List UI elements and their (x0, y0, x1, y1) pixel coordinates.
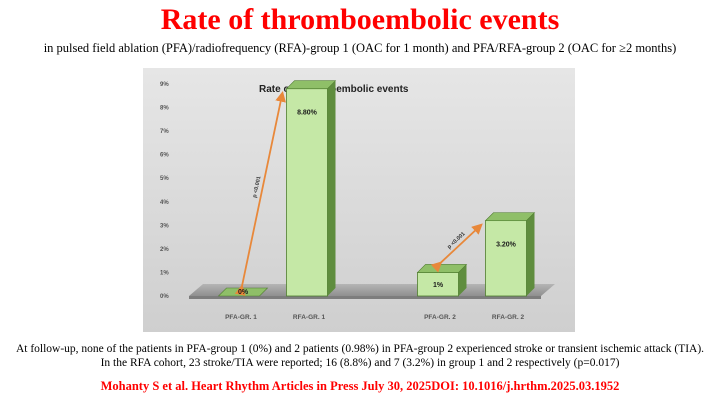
x-category-label: RFA-GR. 1 (293, 314, 326, 321)
y-tick-label: 1% (160, 270, 169, 276)
y-tick-label: 2% (160, 247, 169, 253)
bar-top (285, 80, 337, 90)
bar-data-label: 8.80% (297, 110, 318, 117)
bar-side (327, 80, 336, 296)
slide-subtitle: in pulsed field ablation (PFA)/radiofreq… (43, 41, 677, 55)
bar (484, 212, 536, 297)
bar (416, 264, 468, 297)
bar-data-label: 1% (433, 282, 444, 289)
bar-chart: Rate of thromboembolic events 0%1%2%3%4%… (143, 68, 575, 332)
bar-face (485, 220, 527, 297)
bar-data-label: 0% (238, 289, 249, 296)
y-tick-label: 4% (160, 200, 169, 206)
y-tick-label: 7% (160, 129, 169, 135)
bar-data-label: 3.20% (496, 242, 517, 249)
y-tick-label: 8% (160, 106, 169, 112)
chart-container: Rate of thromboembolic events 0%1%2%3%4%… (143, 68, 575, 332)
x-category-label: PFA-GR. 2 (424, 314, 456, 321)
comparison-arrow (430, 223, 483, 273)
bar (285, 80, 337, 297)
x-category-label: PFA-GR. 1 (225, 314, 257, 321)
y-tick-label: 9% (160, 82, 169, 88)
y-tick-label: 5% (160, 176, 169, 182)
bar-face (286, 88, 328, 297)
y-tick-label: 6% (160, 153, 169, 159)
y-tick-label: 3% (160, 223, 169, 229)
p-value-label: p <0.001 (252, 176, 262, 199)
citation: Mohanty S et al. Heart Rhythm Articles i… (100, 379, 620, 393)
bar-side (526, 212, 535, 296)
summary-text: At follow-up, none of the patients in PF… (15, 343, 705, 369)
y-tick-label: 0% (160, 294, 169, 300)
bar-top (484, 212, 536, 221)
x-category-label: RFA-GR. 2 (492, 314, 525, 321)
chart-floor-edge (189, 296, 541, 299)
bar-top (416, 264, 468, 273)
comparison-arrow (234, 90, 286, 296)
slide-title: Rate of thromboembolic events (160, 3, 560, 36)
